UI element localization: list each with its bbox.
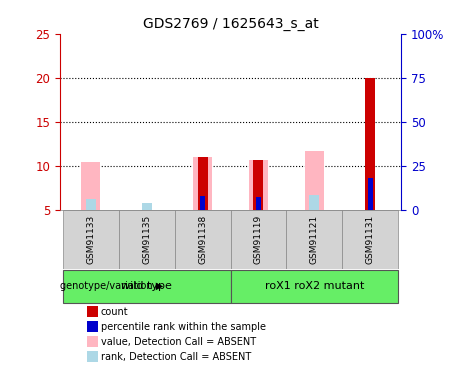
Bar: [63, 210, 118, 269]
Bar: [343, 210, 398, 269]
Bar: [305, 151, 324, 210]
Bar: [87, 336, 99, 347]
Title: GDS2769 / 1625643_s_at: GDS2769 / 1625643_s_at: [142, 17, 319, 32]
Bar: [87, 321, 99, 332]
Text: roX1 roX2 mutant: roX1 roX2 mutant: [265, 281, 364, 291]
Text: percentile rank within the sample: percentile rank within the sample: [100, 322, 266, 332]
Bar: [87, 306, 99, 317]
Bar: [230, 210, 286, 269]
Bar: [118, 210, 175, 269]
Text: rank, Detection Call = ABSENT: rank, Detection Call = ABSENT: [100, 352, 251, 362]
Bar: [309, 195, 319, 210]
Text: count: count: [100, 307, 128, 316]
Bar: [254, 160, 264, 210]
Text: GSM91119: GSM91119: [254, 215, 263, 264]
Text: value, Detection Call = ABSENT: value, Detection Call = ABSENT: [100, 337, 256, 347]
Text: genotype/variation ▶: genotype/variation ▶: [60, 281, 164, 291]
Bar: [256, 197, 261, 210]
Bar: [87, 351, 99, 363]
Bar: [286, 210, 343, 269]
Bar: [86, 199, 96, 210]
Bar: [365, 78, 375, 210]
Bar: [81, 162, 100, 210]
Text: GSM91121: GSM91121: [310, 215, 319, 264]
Bar: [230, 270, 398, 303]
Bar: [175, 210, 230, 269]
Bar: [200, 196, 205, 210]
Text: GSM91135: GSM91135: [142, 215, 151, 264]
Bar: [63, 270, 230, 303]
Bar: [193, 156, 213, 210]
Text: GSM91133: GSM91133: [86, 215, 95, 264]
Bar: [367, 178, 373, 210]
Text: GSM91131: GSM91131: [366, 215, 375, 264]
Bar: [197, 156, 207, 210]
Bar: [142, 203, 152, 210]
Text: wild type: wild type: [121, 281, 172, 291]
Bar: [248, 160, 268, 210]
Text: GSM91138: GSM91138: [198, 215, 207, 264]
